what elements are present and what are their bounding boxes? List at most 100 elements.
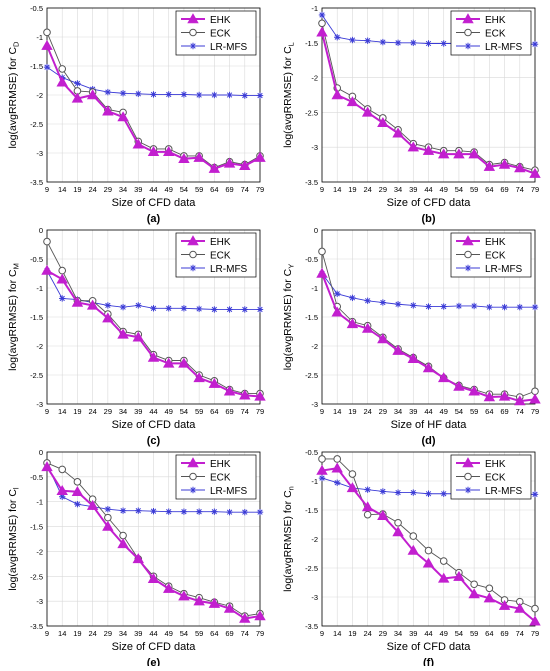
data-point [334,479,341,486]
star-stroke [190,265,196,271]
data-point [74,80,81,87]
y-tick-label: -2.5 [305,108,318,117]
data-point [346,318,359,329]
data-point [132,553,145,564]
y-tick-label: -1.5 [30,62,43,71]
data-point [180,91,188,98]
data-point [59,295,66,302]
x-tick-label: 64 [485,629,493,638]
star-stroke [380,299,386,306]
star-stroke [226,92,233,98]
y-tick-label: -1 [36,33,43,42]
y-tick-label: -2.5 [305,564,318,573]
x-axis-label: Size of HF data [391,419,468,431]
x-tick-label: 49 [165,629,173,638]
legend-label: LR-MFS [485,264,523,275]
data-point [331,306,343,317]
data-point [531,491,539,498]
x-tick-label: 54 [180,185,188,194]
x-tick-label: 19 [73,185,81,194]
y-tick-label: -3 [311,593,318,602]
chart-panel-c: 9 14 19 24 29 34 39 44 49 54 59 64 69 74 79 -3 -2.5 -2 -1.… [7,226,266,447]
data-point [407,544,420,555]
star-stroke [120,508,126,514]
legend-item-eck: ECK [181,251,231,262]
data-point [486,303,493,311]
data-point [86,89,99,100]
star-stroke [410,302,416,309]
star-stroke [242,509,248,515]
y-tick-label: -2.5 [305,371,318,380]
star-stroke [410,489,416,496]
star-stroke [410,40,416,46]
legend-label: ECK [485,29,506,40]
y-axis-label: log(avgRRMSE) for CD [7,41,21,149]
data-point [135,302,142,309]
data-point [425,40,432,47]
star-stroke [44,64,50,70]
star-stroke [211,92,218,98]
data-point [514,602,526,613]
legend-marker [464,28,472,37]
data-point [119,90,127,97]
x-tick-label: 29 [379,407,387,416]
legend-label: EHK [210,15,231,26]
data-point [331,462,343,473]
legend-item-eck: ECK [181,29,231,40]
x-tick-label: 34 [119,407,127,416]
data-point [529,393,541,404]
y-axis-label: log(avgRRMSE) for CM [7,263,21,371]
star-stroke [105,506,111,512]
data-point [453,380,465,391]
x-tick-label: 24 [363,185,371,194]
legend-marker [189,28,197,37]
data-point [119,507,127,514]
axes-frame [46,451,261,627]
star-stroke [364,487,371,493]
x-tick-label: 9 [45,185,49,194]
data-point [392,127,404,138]
x-tick-label: 54 [180,629,188,638]
x-tick-label: 39 [409,407,417,416]
y-tick-label: 0 [314,226,318,235]
data-point [180,305,188,312]
star-stroke [196,92,202,98]
data-point [437,572,450,583]
data-point [455,302,463,310]
x-axis-label: Size of CFD data [112,419,197,431]
star-stroke [105,89,111,95]
star-stroke [532,304,538,310]
y-tick-label: -2 [36,342,43,351]
x-tick-label: 64 [485,407,493,416]
data-point [256,306,264,313]
data-point [162,582,175,593]
x-axis-label: Size of CFD data [387,641,472,653]
y-tick-label: -0.5 [30,255,43,264]
series-ehk [41,39,266,173]
star-stroke [59,295,65,302]
data-point [165,91,172,98]
data-point [223,157,236,168]
legend-marker [464,472,472,481]
x-tick-label: 29 [379,185,387,194]
axes-frame [321,229,536,405]
x-tick-label: 44 [424,629,432,638]
data-point [379,488,387,495]
data-point [71,296,84,307]
star-stroke [465,265,471,271]
data-point [485,584,494,593]
legend-label: ECK [210,29,231,40]
data-point [422,144,435,155]
y-tick-label: -1 [36,498,43,507]
x-tick-label: 24 [363,629,371,638]
data-point [117,328,129,339]
data-point [254,610,266,621]
data-point [498,158,511,169]
data-point [514,162,526,173]
legend-marker [189,472,197,481]
legend-label: EHK [210,459,231,470]
legend-marker [462,13,474,24]
data-point [361,322,374,333]
x-tick-label: 49 [165,407,173,416]
data-point [410,302,417,309]
